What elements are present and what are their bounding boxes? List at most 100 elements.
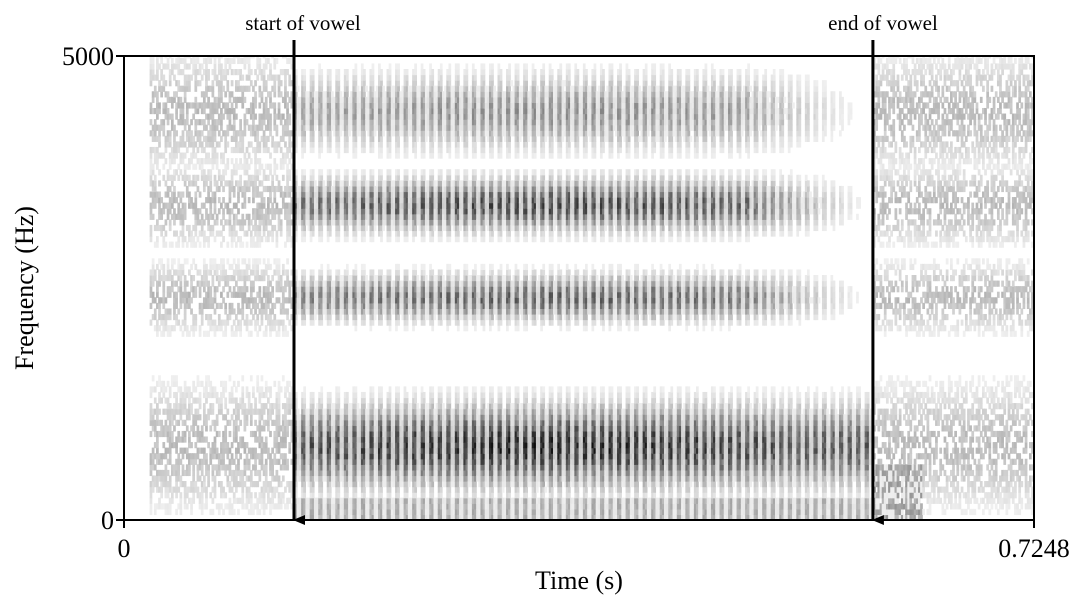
spectrogram-cell bbox=[156, 286, 159, 292]
spectrogram-cell bbox=[288, 175, 291, 181]
spectrogram-cell bbox=[346, 141, 349, 147]
spectrogram-cell bbox=[254, 308, 257, 314]
spectrogram-cell bbox=[194, 63, 197, 69]
spectrogram-cell bbox=[184, 498, 187, 504]
spectrogram-cell bbox=[160, 69, 163, 75]
spectrogram-cell bbox=[212, 498, 215, 504]
spectrogram-cell bbox=[269, 119, 272, 125]
spectrogram-cell bbox=[192, 464, 195, 470]
spectrogram-cell bbox=[278, 102, 281, 108]
spectrogram-cell bbox=[250, 475, 253, 481]
spectrogram-cell bbox=[284, 414, 287, 420]
spectrogram-cell bbox=[150, 498, 153, 504]
spectrogram-cell bbox=[280, 119, 283, 125]
spectrogram-cell bbox=[156, 219, 159, 225]
spectrogram-cell bbox=[212, 409, 215, 415]
spectrogram-cell bbox=[254, 464, 257, 470]
spectrogram-cell bbox=[320, 169, 323, 175]
spectrogram-cell bbox=[337, 269, 340, 275]
spectrogram-cell bbox=[363, 69, 366, 75]
spectrogram-cell bbox=[246, 119, 249, 125]
spectrogram-cell bbox=[214, 331, 217, 337]
spectrogram-cell bbox=[214, 487, 217, 493]
spectrogram-cell bbox=[355, 487, 358, 493]
spectrogram-cell bbox=[197, 175, 200, 181]
spectrogram-cell bbox=[265, 331, 268, 337]
spectrogram-cell bbox=[244, 425, 247, 431]
spectrogram-cell bbox=[273, 80, 276, 86]
spectrogram-cell bbox=[269, 219, 272, 225]
spectrogram-cell bbox=[233, 236, 236, 242]
spectrogram-cell bbox=[286, 258, 289, 264]
spectrogram-cell bbox=[186, 503, 189, 509]
spectrogram-cell bbox=[286, 153, 289, 159]
spectrogram-cell bbox=[372, 63, 375, 69]
spectrogram-cell bbox=[229, 197, 232, 203]
spectrogram-cell bbox=[248, 186, 251, 192]
spectrogram-cell bbox=[284, 86, 287, 92]
spectrogram-cell bbox=[288, 292, 291, 298]
spectrogram-cell bbox=[190, 403, 193, 409]
spectrogram-cell bbox=[380, 398, 383, 404]
spectrogram-cell bbox=[355, 153, 358, 159]
spectrogram-cell bbox=[224, 147, 227, 153]
spectrogram-cell bbox=[194, 197, 197, 203]
spectrogram-cell bbox=[355, 492, 358, 498]
spectrogram-cell bbox=[273, 197, 276, 203]
spectrogram-cell bbox=[169, 481, 172, 487]
spectrogram-cell bbox=[237, 80, 240, 86]
spectrogram-cell bbox=[203, 169, 206, 175]
spectrogram-cell bbox=[165, 386, 168, 392]
spectrogram-cell bbox=[224, 331, 227, 337]
spectrogram-cell bbox=[177, 320, 180, 326]
spectrogram-cell bbox=[327, 264, 330, 270]
spectrogram-cell bbox=[252, 108, 255, 114]
spectrogram-cell bbox=[173, 425, 176, 431]
spectrogram-cell bbox=[239, 325, 242, 331]
spectrogram-cell bbox=[355, 75, 358, 81]
spectrogram-cell bbox=[212, 225, 215, 231]
spectrogram-cell bbox=[303, 141, 306, 147]
spectrogram-cell bbox=[248, 258, 251, 264]
spectrogram-cell bbox=[239, 119, 242, 125]
spectrogram-cell bbox=[380, 392, 383, 398]
spectrogram-cell bbox=[184, 320, 187, 326]
spectrogram-cell bbox=[203, 147, 206, 153]
spectrogram-cell bbox=[165, 297, 168, 303]
spectrogram-cell bbox=[216, 180, 219, 186]
spectrogram-cell bbox=[175, 314, 178, 320]
spectrogram-cell bbox=[214, 175, 217, 181]
spectrogram-cell bbox=[182, 69, 185, 75]
spectrogram-cell bbox=[246, 242, 249, 248]
spectrogram-cell bbox=[175, 281, 178, 287]
spectrogram-cell bbox=[267, 286, 270, 292]
spectrogram-cell bbox=[201, 130, 204, 136]
spectrogram-cell bbox=[203, 403, 206, 409]
spectrogram-cell bbox=[337, 398, 340, 404]
spectrogram-cell bbox=[246, 147, 249, 153]
spectrogram-cell bbox=[355, 230, 358, 236]
spectrogram-cell bbox=[222, 509, 225, 515]
spectrogram-cell bbox=[372, 386, 375, 392]
spectrogram-cell bbox=[303, 398, 306, 404]
spectrogram-cell bbox=[263, 169, 266, 175]
spectrogram-cell bbox=[231, 208, 234, 214]
spectrogram-cell bbox=[197, 425, 200, 431]
spectrogram-cell bbox=[284, 242, 287, 248]
spectrogram-cell bbox=[248, 392, 251, 398]
spectrogram-cell bbox=[184, 381, 187, 387]
spectrogram-cell bbox=[212, 230, 215, 236]
spectrogram-cell bbox=[184, 97, 187, 103]
spectrogram-cell bbox=[160, 487, 163, 493]
spectrogram-cell bbox=[372, 180, 375, 186]
spectrogram-cell bbox=[286, 314, 289, 320]
spectrogram-cell bbox=[269, 414, 272, 420]
spectrogram-cell bbox=[337, 69, 340, 75]
spectrogram-cell bbox=[363, 320, 366, 326]
spectrogram-cell bbox=[150, 470, 153, 476]
spectrogram-cell bbox=[258, 158, 261, 164]
spectrogram-cell bbox=[169, 164, 172, 170]
spectrogram-cell bbox=[273, 314, 276, 320]
spectrogram-cell bbox=[177, 147, 180, 153]
spectrogram-cell bbox=[222, 186, 225, 192]
